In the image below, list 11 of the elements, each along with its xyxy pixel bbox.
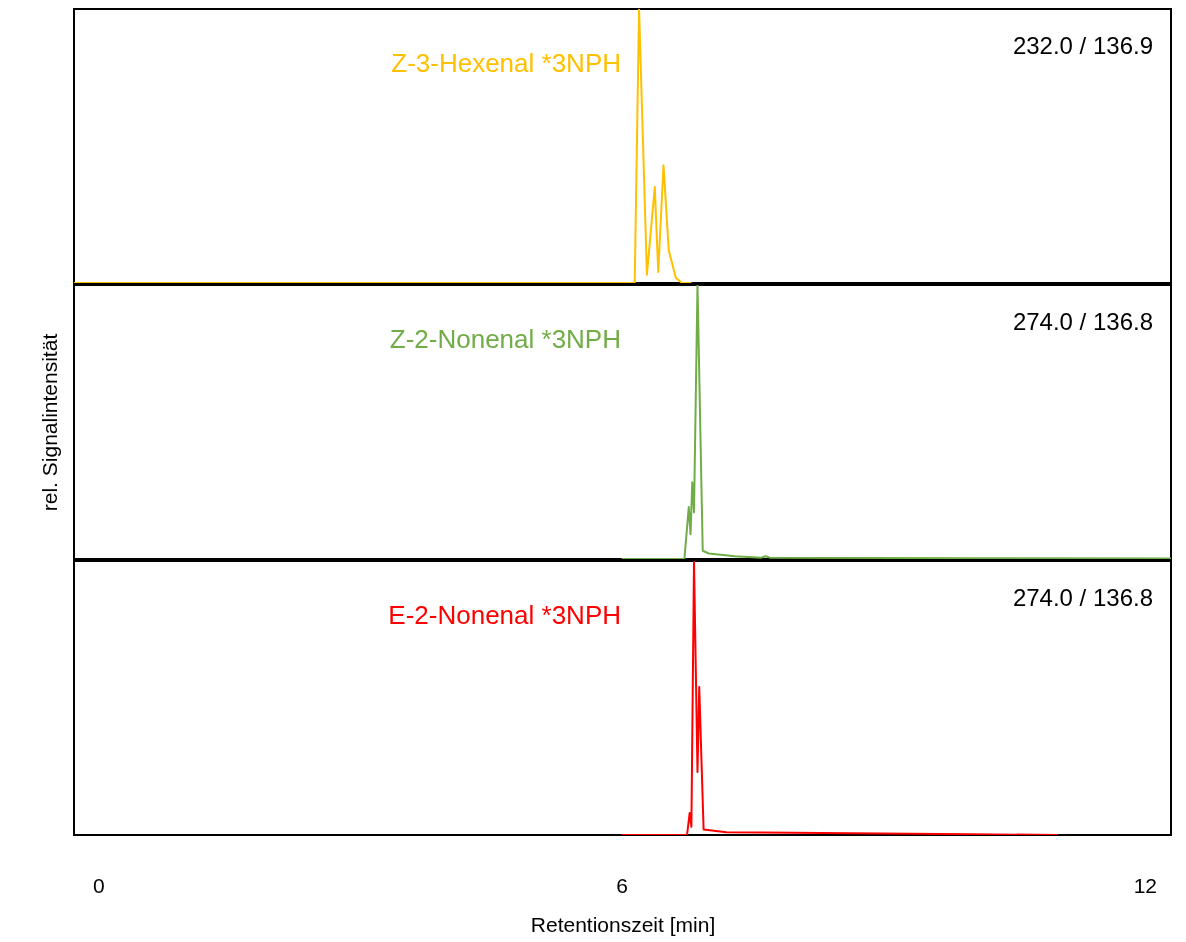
annotation: 232.0 / 136.9: [1012, 32, 1153, 59]
text: E-2-Nonenal *3NPH: [388, 600, 621, 630]
x-tick-label: 0: [93, 873, 105, 897]
x-tick-label: 12: [1133, 873, 1158, 897]
annotation: 274.0 / 136.8: [1012, 308, 1153, 335]
text: Z-2-Nonenal *3NPH: [389, 324, 621, 354]
series-label: Z-3-Hexenal *3NPH: [391, 48, 621, 78]
y-axis-title: rel. Signalintensität: [37, 333, 61, 512]
annotation: 274.0 / 136.8: [1012, 584, 1153, 611]
x-axis-title: Retentionszeit [min]: [530, 912, 716, 936]
x-tick-label: 6: [616, 873, 628, 897]
